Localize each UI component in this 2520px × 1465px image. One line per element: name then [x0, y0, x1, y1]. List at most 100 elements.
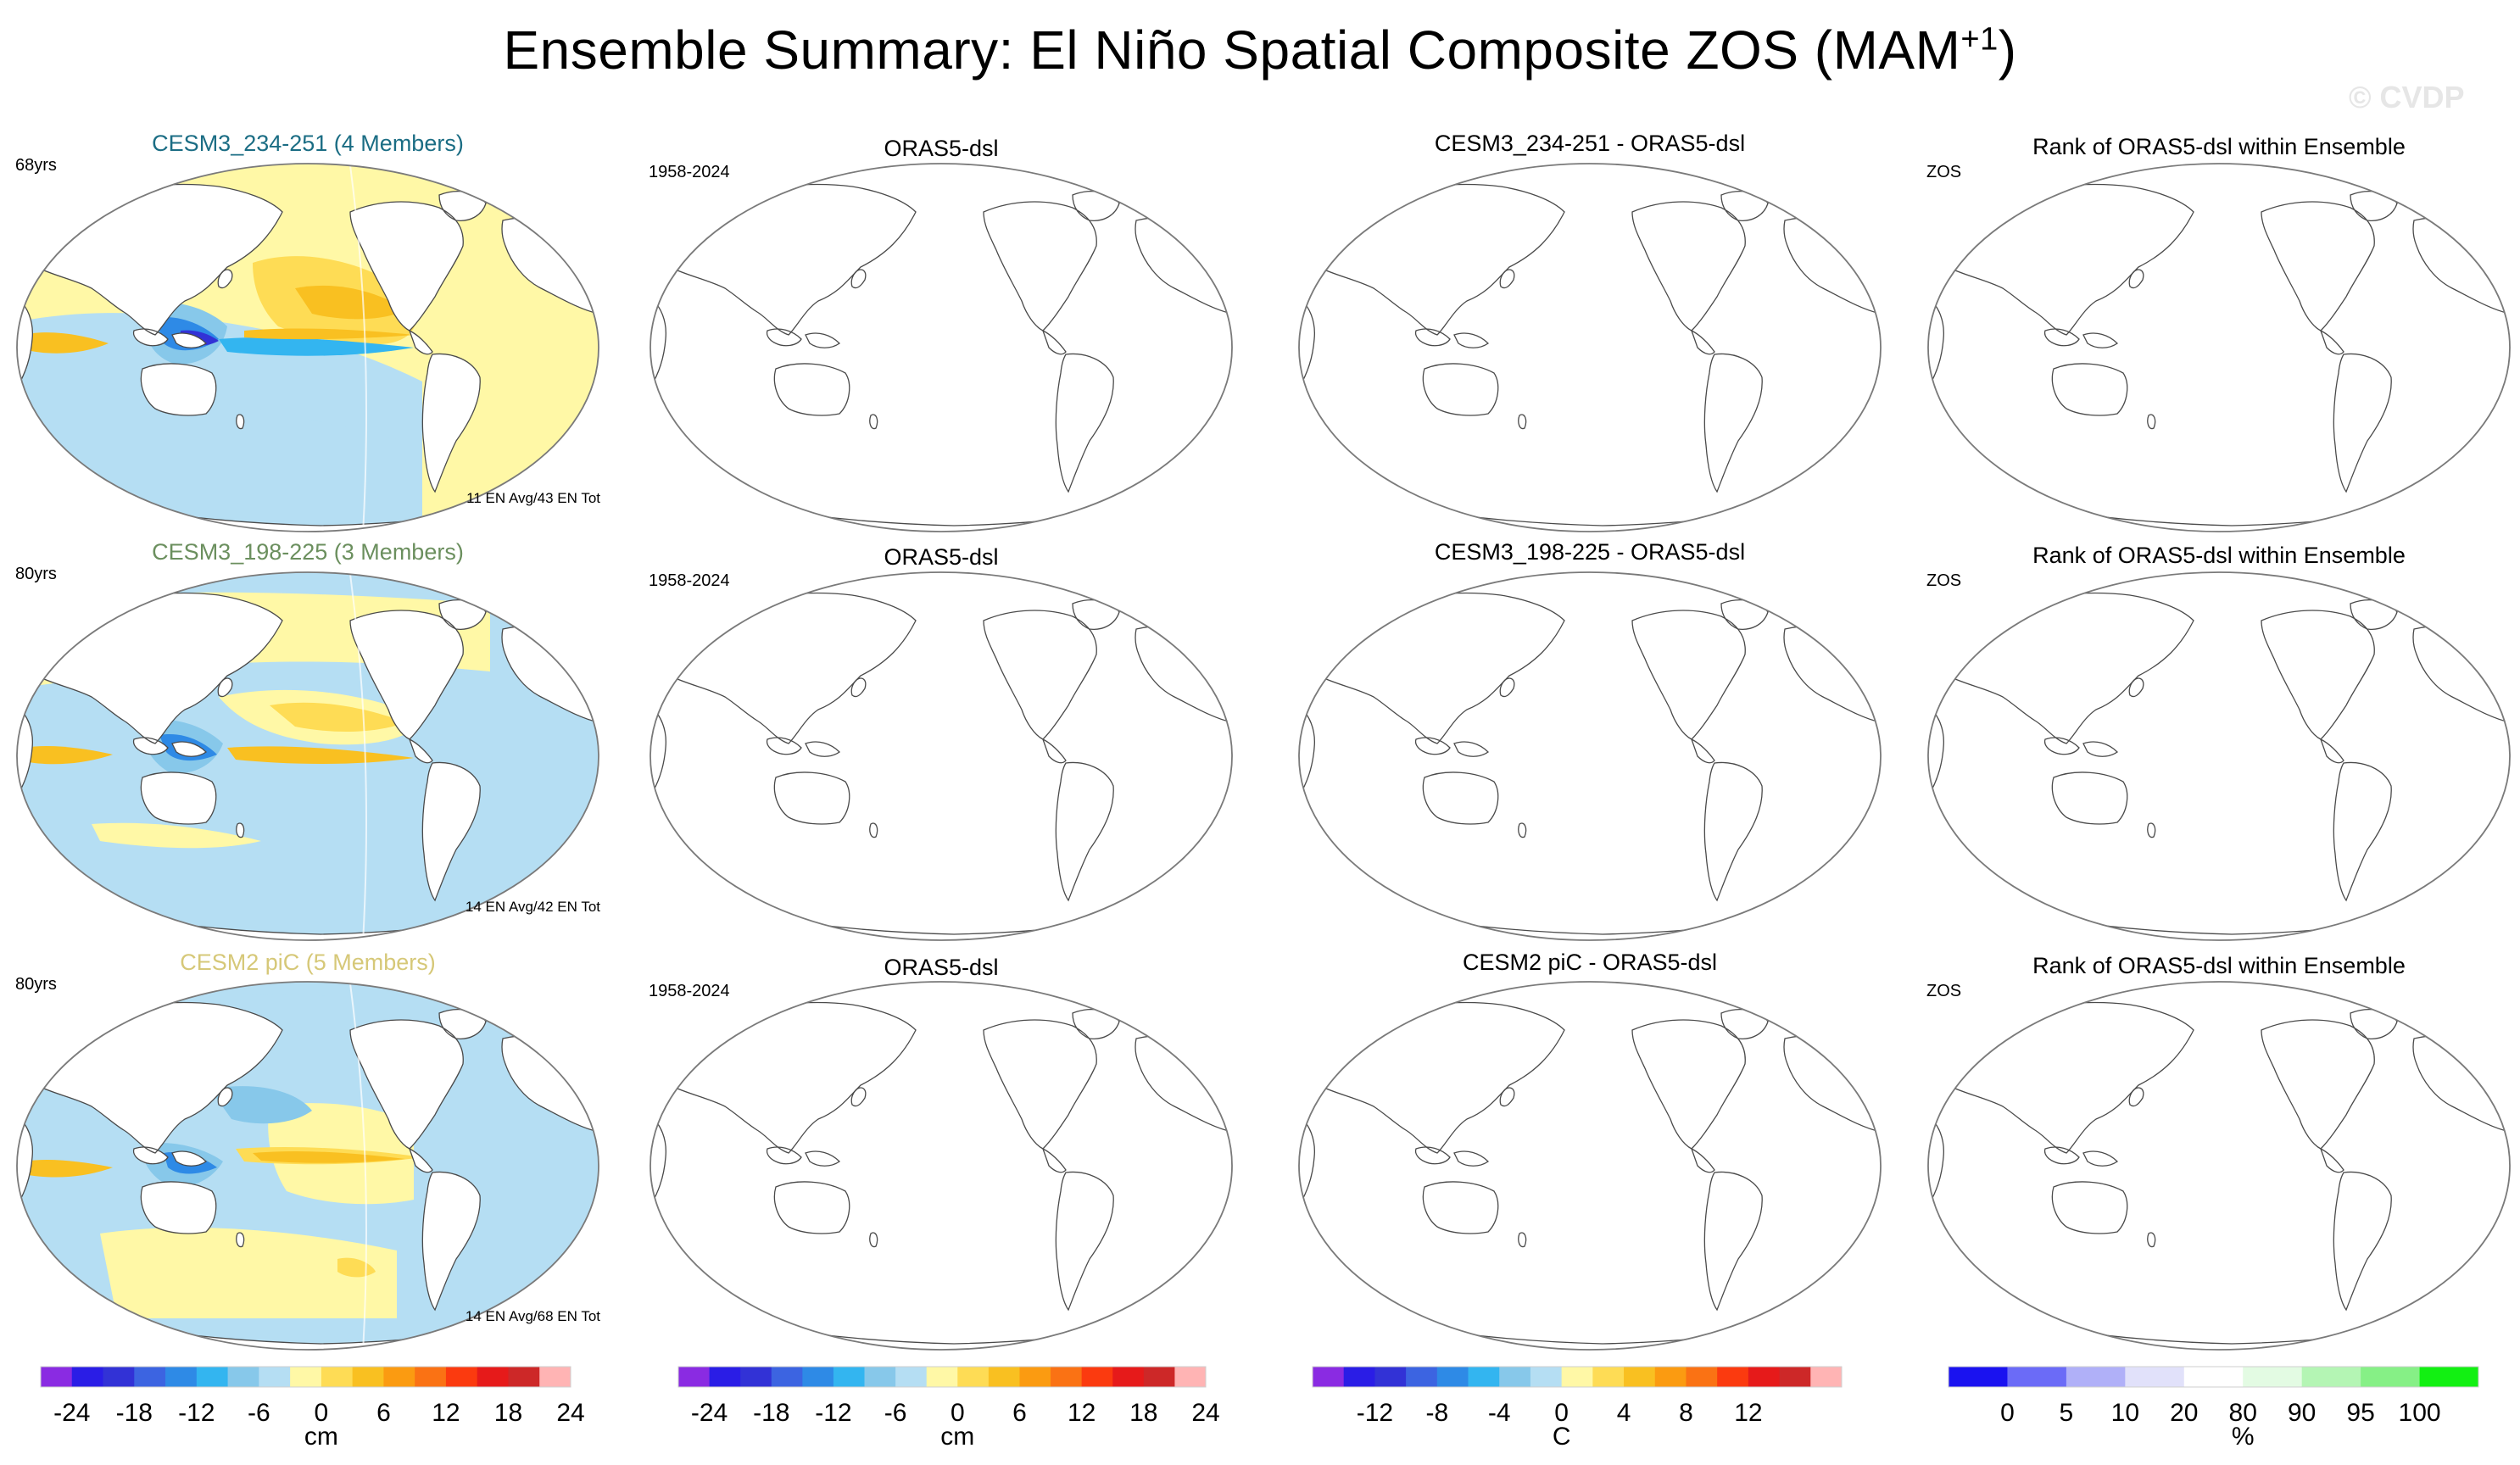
- colorbar-swatch: [1561, 1367, 1593, 1387]
- colorbar-swatch: [1406, 1367, 1438, 1387]
- colorbar-tick-label: 4: [1617, 1399, 1631, 1427]
- colorbar-tick-label: 0: [1554, 1399, 1569, 1427]
- rank-panel-variable: ZOS: [1926, 163, 1962, 181]
- colorbar-unit-label: cm: [304, 1423, 338, 1451]
- obs-panel-years: 1958-2024: [649, 982, 730, 1000]
- colorbar-tick-label: 18: [1129, 1399, 1157, 1427]
- colorbar-tick-label: 8: [1679, 1399, 1693, 1427]
- colorbar-swatch: [2301, 1367, 2361, 1387]
- colorbar-tick-label: -24: [691, 1399, 728, 1427]
- colorbar-swatch: [259, 1367, 291, 1387]
- colorbar-swatch: [1779, 1367, 1811, 1387]
- colorbar-tick-label: 20: [2170, 1399, 2198, 1427]
- model-composite-map: [16, 981, 599, 1351]
- colorbar-swatch: [1499, 1367, 1531, 1387]
- colorbar-tick-label: 80: [2229, 1399, 2257, 1427]
- colorbar-swatch: [383, 1367, 415, 1387]
- colorbar-swatch: [771, 1367, 803, 1387]
- model-panel-title: CESM2 piC (5 Members): [180, 950, 436, 975]
- colorbar-swatch: [1654, 1367, 1687, 1387]
- colorbar-swatch: [1949, 1367, 2008, 1387]
- colorbar: -24 -18 -12 -6 0 6 12 18 24 cm: [40, 1366, 585, 1451]
- colorbar-swatch: [165, 1367, 198, 1387]
- colorbar-swatch: [134, 1367, 166, 1387]
- colorbar-swatch: [352, 1367, 384, 1387]
- colorbar-swatch: [41, 1367, 73, 1387]
- colorbar-swatch: [1313, 1367, 1345, 1387]
- colorbar-tick-label: 18: [494, 1399, 522, 1427]
- colorbar-tick-label: -4: [1488, 1399, 1511, 1427]
- colorbar-tick-label: -18: [116, 1399, 153, 1427]
- model-panel-years: 68yrs: [15, 156, 57, 175]
- colorbar-swatch: [290, 1367, 322, 1387]
- diff-panel-title: CESM2 piC - ORAS5-dsl: [1462, 950, 1718, 975]
- rank-map: [1927, 163, 2511, 532]
- page-title-text: Ensemble Summary: El Niño Spatial Compos…: [503, 19, 1961, 81]
- colorbar-tick-label: 95: [2346, 1399, 2374, 1427]
- model-composite-map: [16, 571, 599, 941]
- colorbar-swatch: [71, 1367, 103, 1387]
- colorbar-swatch: [1468, 1367, 1500, 1387]
- colorbar-swatch: [2183, 1367, 2244, 1387]
- obs-map: [650, 571, 1233, 941]
- obs-panel-years: 1958-2024: [649, 571, 730, 590]
- rank-map: [1927, 981, 2511, 1351]
- rank-panel-title: Rank of ORAS5-dsl within Ensemble: [2032, 953, 2406, 978]
- colorbar-swatch: [1436, 1367, 1469, 1387]
- model-panel-years: 80yrs: [15, 975, 57, 994]
- colorbar-tick-label: 12: [1734, 1399, 1762, 1427]
- colorbar-tick-label: 0: [2000, 1399, 2015, 1427]
- colorbar: -24 -18 -12 -6 0 6 12 18 24 cm: [677, 1366, 1220, 1451]
- colorbar-swatch: [1143, 1367, 1175, 1387]
- colorbar-swatch: [508, 1367, 540, 1387]
- colorbar-unit-label: %: [2232, 1423, 2255, 1451]
- rank-panel-variable: ZOS: [1926, 982, 1962, 1000]
- colorbar-swatch: [1174, 1367, 1207, 1387]
- colorbar-swatch: [1019, 1367, 1051, 1387]
- colorbar-swatch: [864, 1367, 896, 1387]
- colorbar-tick-label: -12: [1357, 1399, 1393, 1427]
- colorbar-tick-label: -18: [753, 1399, 789, 1427]
- colorbar-swatch: [1081, 1367, 1113, 1387]
- colorbar-tick-label: -6: [884, 1399, 907, 1427]
- diff-panel-title: CESM3_198-225 - ORAS5-dsl: [1434, 539, 1746, 565]
- page-title-close: ): [1998, 19, 2017, 81]
- colorbar-tick-label: 24: [1191, 1399, 1219, 1427]
- colorbar: 0 5 10 20 80 90 95 100 %: [1948, 1366, 2479, 1451]
- obs-panel-years: 1958-2024: [649, 163, 730, 181]
- colorbar-swatch: [1051, 1367, 1083, 1387]
- colorbar-swatch: [1686, 1367, 1718, 1387]
- obs-panel-title: ORAS5-dsl: [884, 136, 999, 161]
- colorbar-tick-label: 100: [2399, 1399, 2441, 1427]
- colorbar-swatch: [1112, 1367, 1145, 1387]
- colorbar-tick-label: 0: [951, 1399, 965, 1427]
- colorbar-tick-label: -12: [815, 1399, 851, 1427]
- colorbar-tick-label: 5: [2060, 1399, 2074, 1427]
- colorbar-swatch: [415, 1367, 447, 1387]
- colorbar-swatch: [802, 1367, 834, 1387]
- colorbar-swatch: [2419, 1367, 2479, 1387]
- colorbar-swatch: [321, 1367, 354, 1387]
- page-title-superscript: +1: [1960, 21, 1999, 58]
- colorbar-tick-label: -24: [53, 1399, 90, 1427]
- colorbar: -12 -8 -4 0 4 8 12 C: [1312, 1366, 1843, 1451]
- colorbar-tick-label: -6: [248, 1399, 270, 1427]
- page-title: Ensemble Summary: El Niño Spatial Compos…: [0, 19, 2520, 81]
- colorbar-tick-label: 12: [1068, 1399, 1096, 1427]
- model-panel-title: CESM3_198-225 (3 Members): [152, 539, 464, 565]
- difference-map: [1298, 571, 1882, 941]
- obs-panel-title: ORAS5-dsl: [884, 544, 999, 570]
- colorbar-tick-label: 12: [432, 1399, 460, 1427]
- colorbar-swatch: [477, 1367, 509, 1387]
- rank-map: [1927, 571, 2511, 941]
- colorbar-tick-label: -12: [178, 1399, 215, 1427]
- colorbar-swatch: [2007, 1367, 2067, 1387]
- colorbar-swatch: [926, 1367, 958, 1387]
- colorbar-tick-label: 90: [2288, 1399, 2316, 1427]
- model-panel-en-note: 11 EN Avg/43 EN Tot: [466, 490, 600, 506]
- colorbar-swatch: [1810, 1367, 1843, 1387]
- rank-panel-title: Rank of ORAS5-dsl within Ensemble: [2032, 543, 2406, 568]
- colorbar-tick-label: -8: [1425, 1399, 1448, 1427]
- colorbar-swatch: [1717, 1367, 1749, 1387]
- colorbar-swatch: [678, 1367, 710, 1387]
